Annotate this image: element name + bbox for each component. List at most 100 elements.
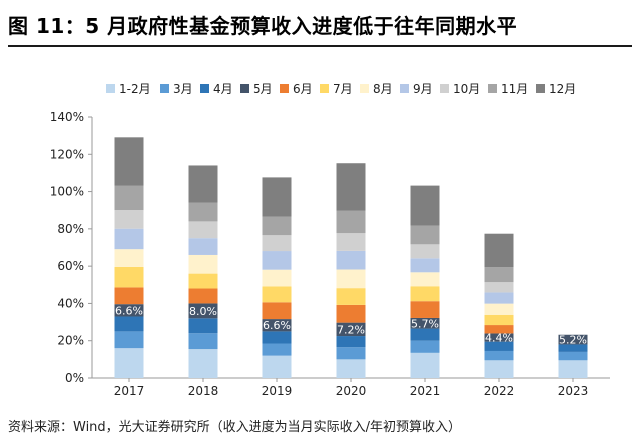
x-tick-label: 2022 <box>484 384 515 398</box>
legend-swatch <box>160 84 169 93</box>
legend-label: 7月 <box>333 82 353 96</box>
bar-segment <box>114 249 144 267</box>
legend-label: 4月 <box>213 82 233 96</box>
x-tick-label: 2018 <box>188 384 219 398</box>
bar-segment <box>410 185 440 226</box>
legend-swatch <box>488 84 497 93</box>
bar-segment <box>114 287 144 305</box>
bar-segment <box>410 272 440 287</box>
data-label: 6.6% <box>115 304 143 317</box>
y-tick-label: 80% <box>57 222 84 236</box>
bar-segment <box>484 282 514 293</box>
y-tick-label: 0% <box>65 371 84 385</box>
bar-segment <box>188 333 218 350</box>
legend-swatch <box>536 84 545 93</box>
bar-segment <box>336 210 366 234</box>
bar-segment <box>336 304 366 323</box>
bar-segment <box>188 202 218 222</box>
bar-segment <box>484 233 514 268</box>
bar-segment <box>114 228 144 250</box>
y-tick-label: 100% <box>50 185 84 199</box>
bar-segment <box>114 266 144 288</box>
bar-segment <box>188 288 218 304</box>
bar-segment <box>114 210 144 229</box>
bar-segment <box>336 269 366 289</box>
bar-segment <box>262 302 292 320</box>
bar-segment <box>262 355 292 378</box>
source-note: 资料来源：Wind，光大证券研究所（收入进度为当月实际收入/年初预算收入） <box>8 420 462 435</box>
bar-segment <box>484 292 514 304</box>
legend-swatch <box>106 84 115 93</box>
bar-segment <box>410 352 440 378</box>
x-tick-label: 2023 <box>558 384 589 398</box>
bar-segment <box>484 303 514 315</box>
legend-swatch <box>200 84 209 93</box>
bar-segment <box>484 314 514 326</box>
bar-segment <box>484 325 514 334</box>
bar-segment <box>484 350 514 361</box>
bar-segment <box>114 348 144 378</box>
bar-segment <box>114 331 144 349</box>
x-tick-label: 2017 <box>114 384 145 398</box>
bar-segment <box>188 165 218 203</box>
y-tick-label: 20% <box>57 334 84 348</box>
legend-swatch <box>280 84 289 93</box>
bar-segment <box>410 244 440 259</box>
legend-swatch <box>400 84 409 93</box>
legend-label: 5月 <box>253 82 273 96</box>
bar-segment <box>262 331 292 344</box>
data-label: 7.2% <box>337 323 365 336</box>
bar-segment <box>188 318 218 334</box>
y-tick-label: 140% <box>50 110 84 124</box>
bar-segment <box>188 221 218 239</box>
y-tick-label: 120% <box>50 147 84 161</box>
legend-swatch <box>320 84 329 93</box>
y-tick-label: 40% <box>57 296 84 310</box>
bar-segment <box>188 254 218 274</box>
bar-segment <box>558 344 588 352</box>
page-title: 图 11：5 月政府性基金预算收入进度低于往年同期水平 <box>8 14 518 38</box>
legend-label: 10月 <box>453 82 480 96</box>
legend-label: 9月 <box>413 82 433 96</box>
bar-segment <box>336 336 366 348</box>
bar-segment <box>484 341 514 351</box>
bar-segment <box>114 137 144 186</box>
legend-label: 11月 <box>501 82 528 96</box>
legend-label: 8月 <box>373 82 393 96</box>
bar-segment <box>410 340 440 353</box>
bar-segment <box>336 322 366 337</box>
bar-segment <box>262 343 292 356</box>
bar-segment <box>336 250 366 270</box>
bar-segment <box>410 258 440 273</box>
bar-segment <box>336 233 366 251</box>
bar-segment <box>484 360 514 378</box>
x-tick-label: 2020 <box>336 384 367 398</box>
legend-label: 6月 <box>293 82 313 96</box>
bar-segment <box>262 216 292 236</box>
legend-swatch <box>360 84 369 93</box>
data-label: 8.0% <box>189 305 217 318</box>
bar-segment <box>262 269 292 287</box>
data-label: 6.6% <box>263 319 291 332</box>
bar-segment <box>188 303 218 319</box>
bar-segment <box>262 319 292 332</box>
bar-segment <box>484 267 514 283</box>
bar-segment <box>188 273 218 289</box>
bar-segment <box>114 316 144 332</box>
bar-segment <box>336 347 366 360</box>
title-divider <box>8 45 632 47</box>
bar-segment <box>410 328 440 341</box>
bar-segment <box>336 163 366 211</box>
bar-segment <box>410 301 440 318</box>
bar-segment <box>262 235 292 252</box>
x-tick-label: 2019 <box>262 384 293 398</box>
bar-segment <box>336 359 366 378</box>
legend-label: 3月 <box>173 82 193 96</box>
bar-segment <box>336 288 366 305</box>
bar-segment <box>114 185 144 211</box>
data-label: 5.7% <box>411 317 439 330</box>
bar-segment <box>558 351 588 361</box>
bar-segment <box>114 304 144 317</box>
bar-segment <box>262 251 292 270</box>
bar-segment <box>484 333 514 342</box>
